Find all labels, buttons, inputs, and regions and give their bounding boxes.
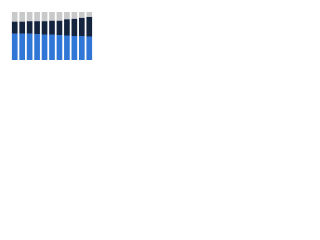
bar-segment: [78, 17, 85, 36]
bar-segment: [64, 35, 70, 60]
bar-segment: [49, 34, 55, 60]
bar-segment: [56, 35, 63, 60]
bar-segment: [26, 33, 33, 60]
bar-segment: [49, 12, 55, 21]
bar-segment: [11, 12, 18, 22]
bar-segment: [11, 33, 18, 60]
bar-segment: [86, 36, 93, 60]
bar-segment: [19, 12, 26, 22]
bar-segment: [41, 12, 48, 22]
bar-segment: [11, 21, 18, 34]
bar-segment: [34, 34, 40, 60]
bar-segment: [26, 21, 33, 34]
bar-segment: [19, 21, 26, 34]
chart: [11, 12, 93, 60]
bar-segment: [34, 12, 40, 22]
bar-segment: [86, 16, 93, 37]
bar-segment: [78, 36, 85, 60]
bar-segment: [34, 21, 40, 35]
bar-segment: [56, 12, 63, 21]
bar-segment: [41, 21, 48, 35]
bar-segment: [71, 12, 78, 19]
bar-segment: [64, 19, 70, 36]
page: (() => { const data = JSON.parse(documen…: [0, 0, 320, 71]
bar-segment: [64, 12, 70, 20]
bar-segment: [49, 20, 55, 35]
bar-segment: [71, 18, 78, 36]
bar-segment: [41, 34, 48, 60]
bar-segment: [78, 12, 85, 18]
bar-segment: [71, 36, 78, 60]
bar-segment: [19, 33, 26, 60]
bar-segment: [86, 12, 93, 17]
bar-segment: [56, 20, 63, 36]
bar-segment: [26, 12, 33, 22]
